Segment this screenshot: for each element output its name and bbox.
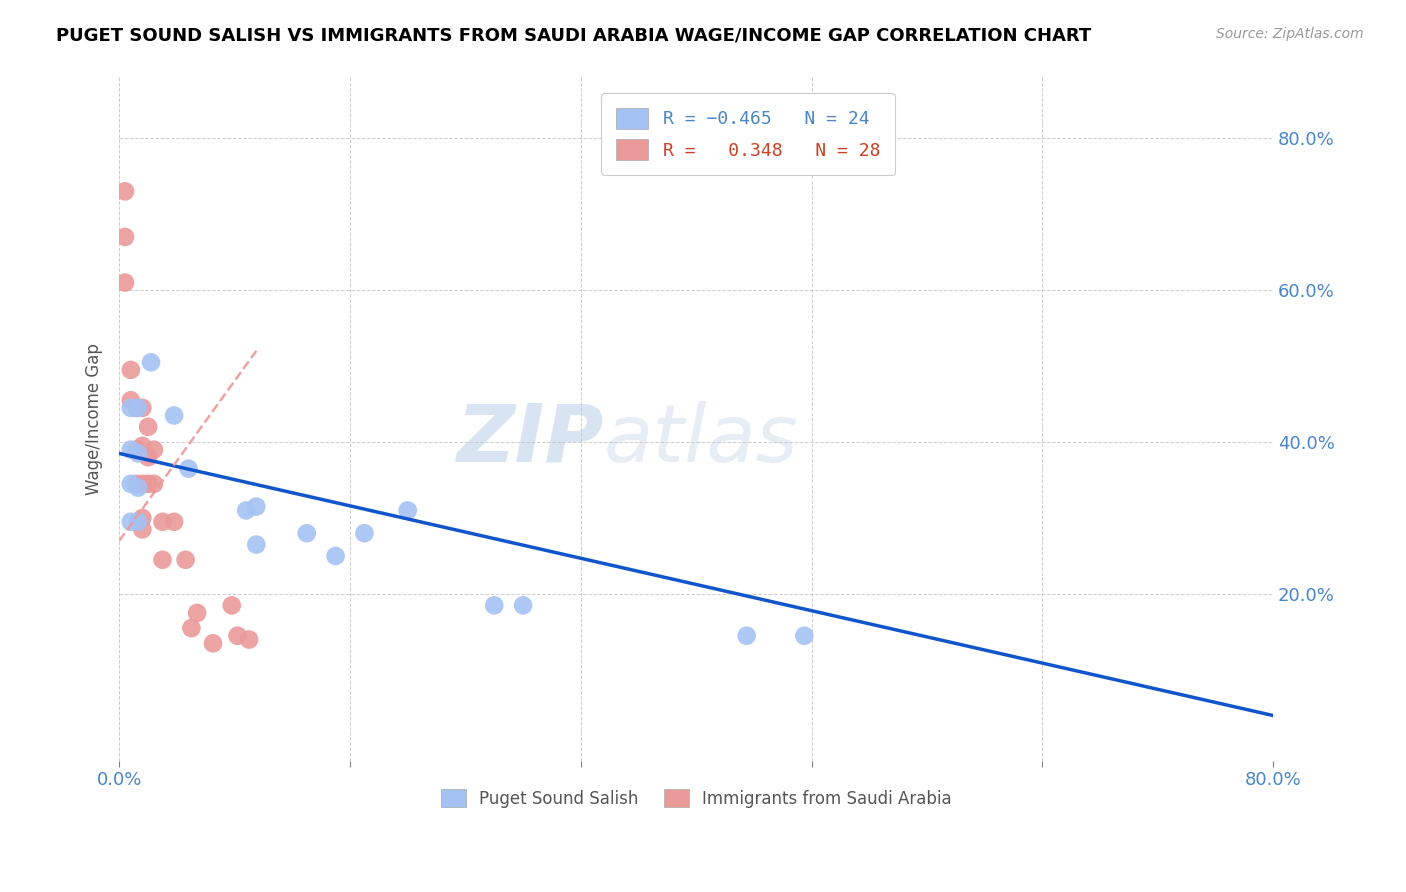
Point xyxy=(131,522,153,536)
Point xyxy=(735,629,758,643)
Point xyxy=(139,355,162,369)
Point xyxy=(226,629,249,643)
Point xyxy=(127,481,149,495)
Point xyxy=(127,446,149,460)
Point xyxy=(127,515,149,529)
Point xyxy=(136,450,159,465)
Point xyxy=(120,393,142,408)
Point xyxy=(120,476,142,491)
Point xyxy=(202,636,225,650)
Point xyxy=(131,439,153,453)
Point xyxy=(174,553,197,567)
Point xyxy=(125,401,148,415)
Point xyxy=(484,599,506,613)
Point xyxy=(180,621,202,635)
Point xyxy=(131,476,153,491)
Point xyxy=(120,515,142,529)
Point xyxy=(120,363,142,377)
Point xyxy=(238,632,260,647)
Point xyxy=(163,409,186,423)
Point xyxy=(353,526,375,541)
Point xyxy=(221,599,243,613)
Text: PUGET SOUND SALISH VS IMMIGRANTS FROM SAUDI ARABIA WAGE/INCOME GAP CORRELATION C: PUGET SOUND SALISH VS IMMIGRANTS FROM SA… xyxy=(56,27,1091,45)
Point xyxy=(152,515,174,529)
Point xyxy=(131,511,153,525)
Text: Source: ZipAtlas.com: Source: ZipAtlas.com xyxy=(1216,27,1364,41)
Point xyxy=(245,538,267,552)
Point xyxy=(163,515,186,529)
Point xyxy=(114,276,136,290)
Point xyxy=(177,461,200,475)
Point xyxy=(295,526,318,541)
Point xyxy=(114,230,136,244)
Point xyxy=(136,476,159,491)
Legend: Puget Sound Salish, Immigrants from Saudi Arabia: Puget Sound Salish, Immigrants from Saud… xyxy=(434,783,957,814)
Point xyxy=(114,185,136,199)
Point xyxy=(136,420,159,434)
Point xyxy=(142,476,165,491)
Point xyxy=(245,500,267,514)
Text: ZIP: ZIP xyxy=(457,401,603,479)
Point xyxy=(142,442,165,457)
Point xyxy=(793,629,815,643)
Point xyxy=(120,442,142,457)
Point xyxy=(325,549,347,563)
Point xyxy=(131,401,153,415)
Point xyxy=(127,401,149,415)
Text: atlas: atlas xyxy=(603,401,799,479)
Point xyxy=(512,599,534,613)
Point xyxy=(120,401,142,415)
Point xyxy=(396,503,419,517)
Point xyxy=(125,476,148,491)
Point xyxy=(235,503,257,517)
Y-axis label: Wage/Income Gap: Wage/Income Gap xyxy=(86,343,103,495)
Point xyxy=(125,442,148,457)
Point xyxy=(186,606,208,620)
Point xyxy=(152,553,174,567)
